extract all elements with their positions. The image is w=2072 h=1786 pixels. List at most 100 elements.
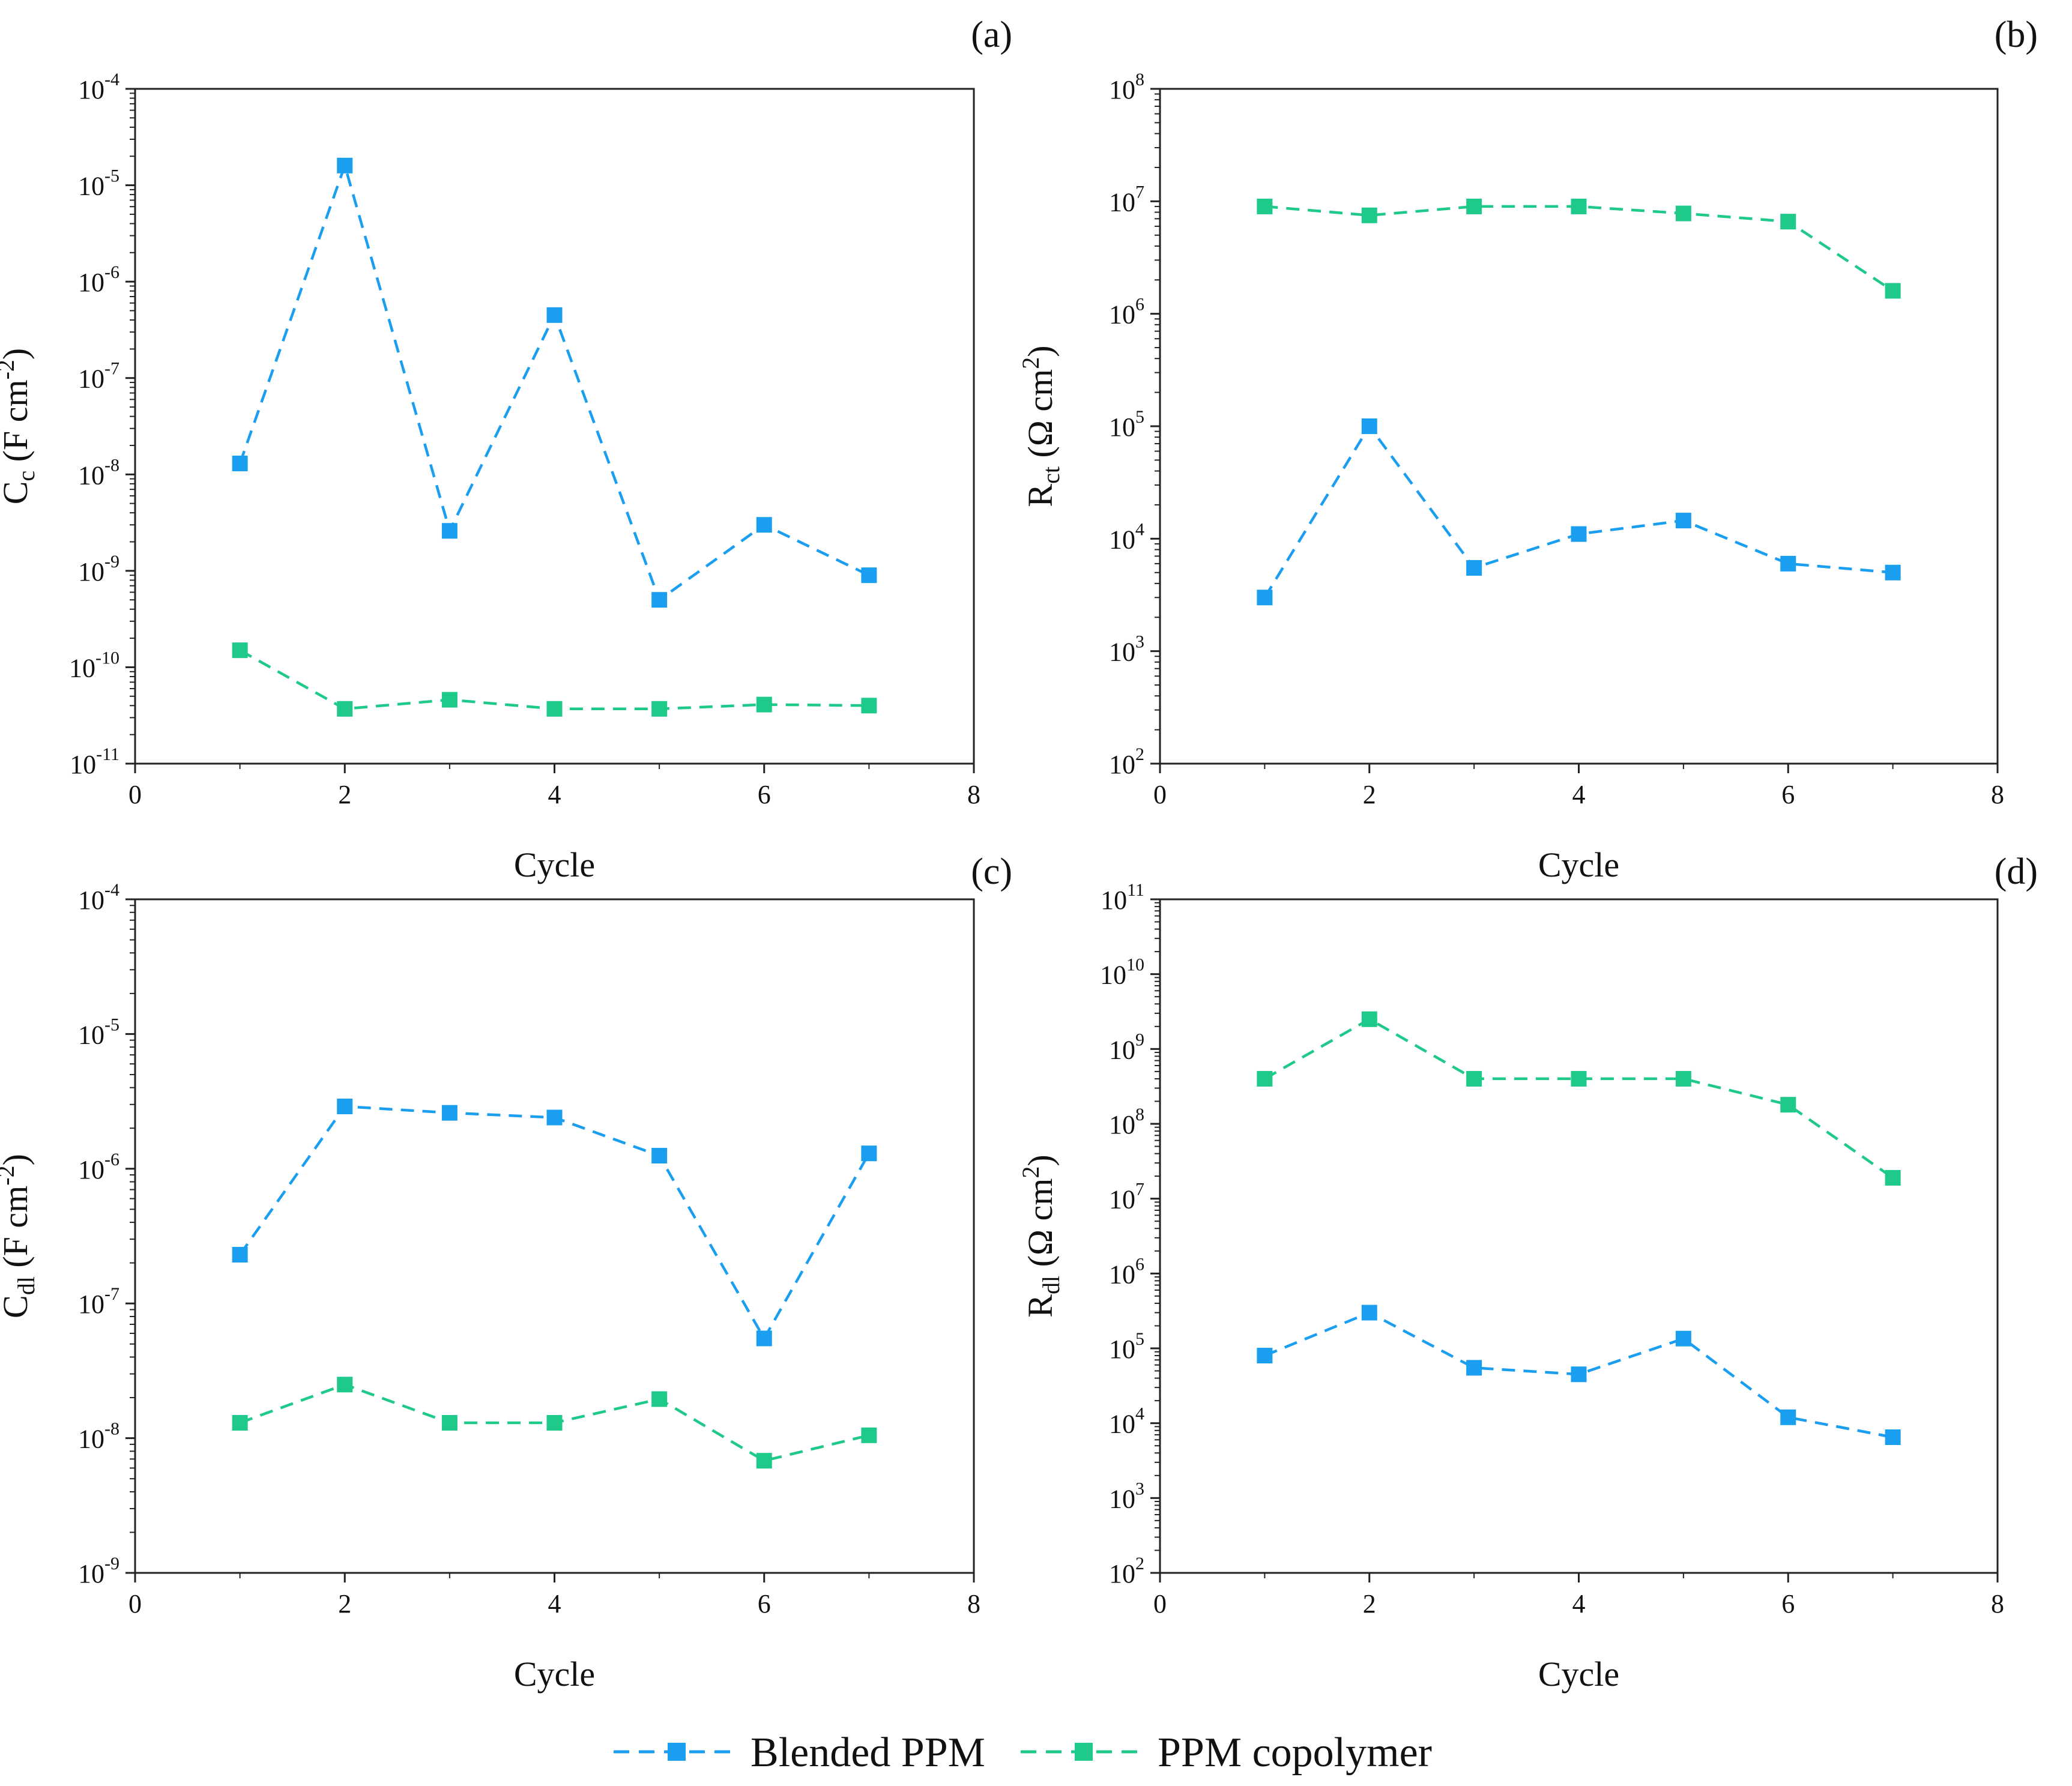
y-tick-exp: -7 [104, 1284, 119, 1304]
y-tick-exp: 10 [1126, 955, 1144, 975]
data-point-copolymer [1257, 1070, 1273, 1087]
y-tick-exp: -10 [95, 648, 119, 668]
y-tick-label: 107 [1109, 1180, 1144, 1214]
y-tick-exp: -9 [104, 1554, 119, 1573]
data-point-copolymer [1675, 205, 1691, 222]
y-tick-label: 106 [1109, 1254, 1144, 1289]
series-line-copolymer [1264, 205, 1894, 292]
data-point-copolymer [232, 1415, 248, 1431]
data-point-blended [1466, 560, 1482, 576]
series-line-blended [238, 161, 870, 602]
panel-label: (b) [1995, 14, 2038, 55]
y-tick-label: 10-11 [70, 744, 119, 779]
y-tick-base: 10 [1109, 525, 1135, 554]
y-title-exponent: -2 [0, 360, 19, 379]
y-tick-label: 10-6 [78, 1150, 119, 1184]
y-tick-base: 10 [78, 364, 104, 394]
data-point-blended [1780, 1409, 1796, 1425]
x-axis-title: Cycle [514, 1655, 595, 1694]
y-tick-base: 10 [78, 1559, 104, 1588]
data-point-copolymer [861, 698, 877, 714]
data-point-copolymer [1885, 1169, 1901, 1186]
plot-frame [134, 898, 975, 1574]
x-tick-label: 2 [1363, 780, 1376, 809]
y-tick-base: 10 [78, 1155, 104, 1184]
y-title-unit: (F cm [0, 379, 35, 470]
y-tick-exp: 6 [1135, 295, 1144, 315]
data-point-blended [1361, 1305, 1377, 1321]
y-tick-label: 103 [1109, 632, 1144, 667]
y-tick-base: 10 [1109, 1335, 1135, 1364]
y-tick-base: 10 [78, 460, 104, 490]
data-point-blended [232, 1247, 248, 1263]
y-tick-exp: 11 [1127, 880, 1144, 900]
y-tick-exp: -8 [104, 455, 119, 475]
data-point-blended [651, 1148, 668, 1164]
y-axis-title: Cc (F cm-2) [0, 348, 40, 505]
y-axis-title: Cdl (F cm-2) [0, 1154, 40, 1318]
x-axis-title: Cycle [1538, 1655, 1619, 1694]
y-tick-base: 10 [1109, 750, 1135, 779]
data-point-blended [1257, 590, 1273, 606]
y-tick-base: 10 [78, 1290, 104, 1319]
y-tick-exp: 8 [1135, 70, 1144, 89]
y-tick-label: 10-5 [78, 1015, 119, 1049]
y-tick-label: 10-6 [78, 262, 119, 297]
y-tick-label: 10-4 [78, 880, 119, 915]
legend-marker-copolymer [1075, 1743, 1093, 1761]
y-tick-exp: 5 [1135, 1329, 1144, 1349]
y-axis-title: Rct (Ω cm2) [1017, 345, 1065, 507]
data-point-copolymer [756, 1453, 772, 1469]
x-axis-title: Cycle [514, 845, 595, 884]
y-tick-exp: 4 [1135, 519, 1144, 539]
data-point-blended [1780, 555, 1796, 572]
y-tick-base: 10 [78, 172, 104, 201]
data-point-copolymer [651, 1391, 668, 1407]
y-tick-label: 102 [1109, 744, 1144, 779]
y-tick-base: 10 [1109, 1260, 1135, 1289]
y-title-subscript: dl [1038, 1276, 1065, 1294]
y-tick-label: 10-7 [78, 359, 119, 394]
data-point-copolymer [232, 642, 248, 659]
y-title-unit: (F cm [0, 1186, 35, 1276]
y-tick-exp: 9 [1135, 1030, 1144, 1049]
data-point-blended [441, 523, 458, 539]
y-tick-label: 10-8 [78, 455, 119, 490]
y-axis-title: Rdl (Ω cm2) [1017, 1154, 1065, 1317]
data-point-blended [1361, 418, 1377, 434]
y-tick-exp: -11 [96, 744, 119, 764]
data-point-copolymer [1361, 207, 1377, 223]
y-tick-base: 10 [69, 653, 95, 683]
y-title-close: ) [1021, 1154, 1060, 1166]
y-tick-base: 10 [1109, 1410, 1135, 1439]
y-tick-base: 10 [78, 557, 104, 587]
data-point-blended [1675, 1330, 1691, 1347]
y-title-subscript: c [13, 471, 40, 481]
data-point-blended [1257, 1348, 1273, 1364]
y-tick-exp: 8 [1135, 1105, 1144, 1124]
y-tick-label: 10-8 [78, 1419, 119, 1454]
x-tick-label: 8 [1991, 780, 2004, 809]
y-title-close: ) [0, 1154, 35, 1165]
legend-marker-blended [668, 1743, 686, 1761]
y-tick-label: 104 [1109, 519, 1144, 554]
data-point-copolymer [1257, 198, 1273, 214]
y-tick-base: 10 [78, 1020, 104, 1049]
y-tick-base: 10 [1109, 1110, 1135, 1139]
legend-label-blended: Blended PPM [751, 1730, 985, 1776]
data-point-copolymer [861, 1427, 877, 1443]
y-tick-base: 10 [1109, 412, 1135, 442]
y-tick-base: 10 [78, 268, 104, 297]
y-tick-base: 10 [1109, 638, 1135, 667]
plot-frame [1159, 88, 1999, 765]
y-title-subscript: ct [1038, 466, 1065, 484]
y-tick-exp: -4 [104, 70, 119, 89]
legend-label-copolymer: PPM copolymer [1158, 1730, 1432, 1776]
y-tick-exp: 7 [1135, 1180, 1144, 1199]
y-tick-label: 1011 [1101, 880, 1144, 915]
y-tick-base: 10 [78, 1425, 104, 1454]
x-tick-label: 2 [1363, 1589, 1376, 1619]
data-point-blended [756, 1330, 772, 1347]
y-title-unit: (Ω cm [1021, 369, 1060, 466]
y-tick-base: 10 [78, 75, 104, 104]
